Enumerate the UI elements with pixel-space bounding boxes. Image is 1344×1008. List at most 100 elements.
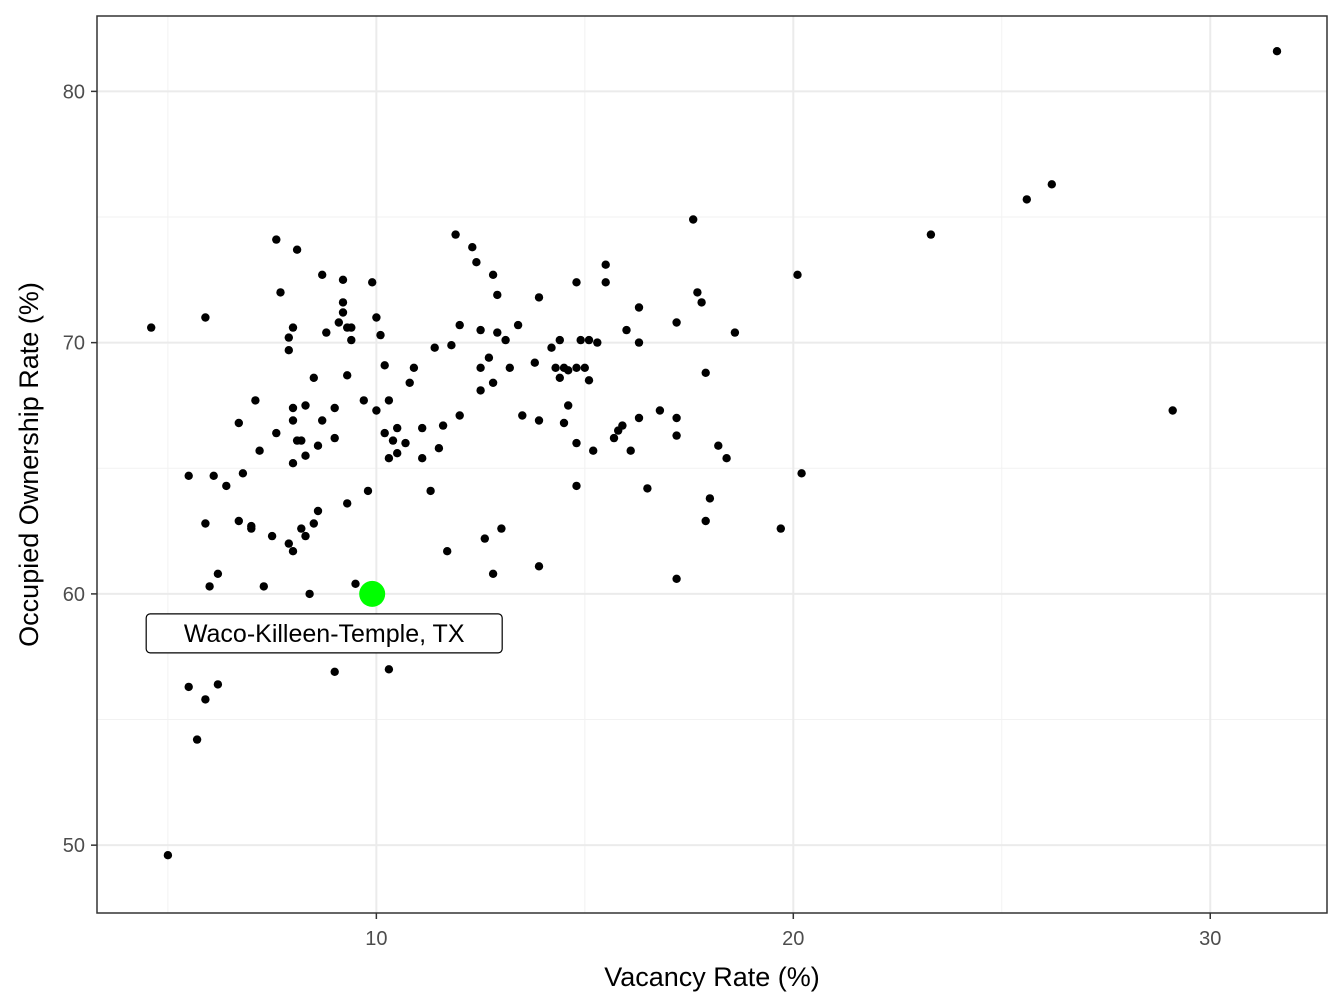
data-point: [618, 421, 627, 430]
data-point: [338, 298, 348, 307]
data-point: [409, 363, 419, 372]
data-point: [147, 323, 156, 332]
data-point: [572, 438, 581, 448]
data-point: [655, 406, 665, 415]
data-point: [288, 547, 298, 556]
data-point: [1168, 406, 1177, 415]
data-point: [564, 366, 573, 375]
data-point: [451, 230, 460, 239]
data-point: [184, 471, 193, 480]
data-point: [284, 333, 293, 342]
data-point: [234, 516, 243, 526]
data-point: [363, 486, 373, 496]
data-point: [272, 428, 281, 438]
data-point: [634, 338, 644, 347]
data-point: [309, 519, 318, 528]
data-point: [292, 245, 302, 254]
data-point: [338, 308, 348, 317]
data-point: [589, 446, 598, 455]
data-point: [584, 376, 594, 385]
data-point: [313, 441, 323, 450]
data-point: [313, 506, 323, 516]
data-point: [559, 418, 569, 428]
data-point: [209, 471, 218, 480]
data-point: [564, 401, 573, 410]
data-point: [405, 378, 414, 387]
data-point: [384, 454, 394, 463]
data-point: [534, 293, 544, 302]
data-point: [184, 682, 193, 692]
data-point: [555, 373, 564, 382]
data-point: [1047, 180, 1057, 189]
data-point: [609, 433, 619, 443]
data-point: [201, 695, 210, 704]
data-point: [572, 481, 581, 491]
data-point: [338, 275, 348, 284]
data-point: [393, 449, 402, 458]
data-point: [672, 431, 681, 440]
data-point: [301, 531, 310, 541]
data-points: [147, 47, 1282, 860]
data-point: [255, 446, 264, 455]
data-point: [497, 524, 506, 533]
data-point: [305, 589, 314, 599]
x-tick-label: 10: [365, 928, 387, 950]
data-point: [393, 423, 402, 433]
data-point: [468, 243, 477, 252]
data-point: [334, 318, 343, 327]
data-point: [1272, 47, 1282, 56]
data-point: [347, 335, 356, 345]
data-point: [438, 421, 448, 430]
data-point: [372, 313, 381, 322]
data-point: [634, 413, 644, 423]
major-gridlines: [97, 16, 1327, 913]
data-point: [622, 325, 631, 335]
data-point: [297, 524, 306, 533]
data-point: [267, 531, 277, 541]
data-point: [330, 667, 339, 676]
data-point: [476, 363, 485, 372]
data-point: [551, 363, 560, 372]
data-point: [484, 353, 494, 362]
data-point: [476, 325, 485, 335]
data-point: [288, 416, 298, 425]
data-point: [797, 469, 806, 478]
data-point: [593, 338, 602, 347]
data-point: [309, 373, 318, 382]
data-point: [318, 270, 327, 279]
data-point: [251, 396, 260, 405]
data-point: [247, 521, 256, 531]
data-point: [572, 278, 581, 287]
data-point: [234, 418, 243, 428]
data-point: [205, 582, 214, 591]
data-point: [213, 569, 223, 578]
highlight-callout-label: Waco-Killeen-Temple, TX: [184, 620, 465, 648]
data-point: [343, 499, 352, 508]
data-point: [493, 328, 502, 337]
data-point: [705, 494, 715, 503]
y-tick-label: 80: [63, 81, 85, 103]
data-point: [672, 574, 681, 583]
data-point: [376, 330, 385, 340]
x-axis-ticks: 10 20 30: [365, 913, 1221, 950]
data-point: [472, 258, 481, 267]
panel-border: [96, 15, 1328, 914]
data-point: [418, 423, 427, 433]
data-point: [501, 335, 510, 345]
data-point: [701, 516, 710, 526]
data-point: [505, 363, 514, 372]
data-point: [693, 288, 702, 297]
data-point: [926, 230, 936, 239]
data-point: [380, 428, 389, 438]
x-axis-title: Vacancy Rate (%): [604, 962, 820, 992]
data-point: [330, 403, 339, 413]
data-point: [689, 215, 698, 224]
data-point: [380, 361, 389, 370]
data-point: [343, 371, 352, 380]
data-point: [259, 582, 268, 591]
data-point: [672, 318, 681, 327]
data-point: [347, 323, 356, 332]
data-point: [201, 519, 210, 528]
highlight-point: [359, 580, 386, 607]
